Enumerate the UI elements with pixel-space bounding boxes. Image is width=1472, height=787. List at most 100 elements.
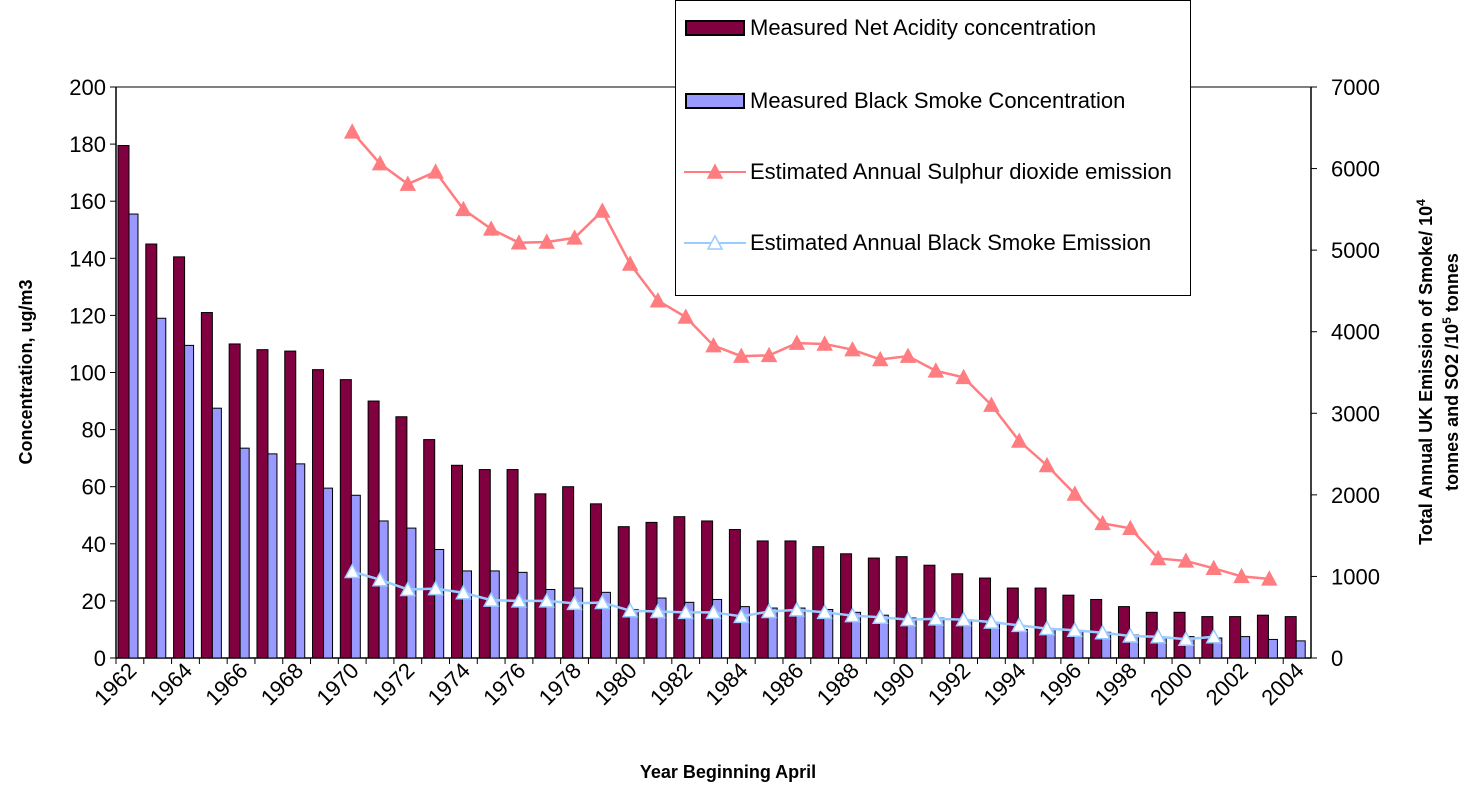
bar xyxy=(656,597,667,659)
y-tick-label: 60 xyxy=(82,475,106,500)
bar xyxy=(1284,616,1297,659)
marker xyxy=(399,175,417,191)
bar xyxy=(979,577,992,659)
x-tick-label: 1996 xyxy=(1034,658,1086,710)
marker xyxy=(899,611,917,627)
bar xyxy=(1240,636,1251,659)
bar xyxy=(812,546,825,659)
bar xyxy=(1229,616,1242,659)
bar xyxy=(1184,636,1195,659)
marker xyxy=(1038,620,1056,636)
marker xyxy=(427,580,444,596)
x-tick-label: 1974 xyxy=(423,658,475,710)
bar xyxy=(617,526,630,659)
bar xyxy=(867,557,880,659)
marker xyxy=(343,562,361,579)
x-tick-label: 1980 xyxy=(589,658,641,710)
bar xyxy=(534,493,547,659)
bar xyxy=(239,447,250,659)
title-text: tonnes and SO2 /10 xyxy=(1442,324,1462,491)
marker xyxy=(677,603,694,620)
bar xyxy=(117,145,130,659)
bar xyxy=(211,407,222,659)
bar xyxy=(478,469,491,659)
bar xyxy=(1034,587,1047,659)
marker xyxy=(677,308,694,324)
bar xyxy=(450,464,463,659)
x-tick-label: 1966 xyxy=(200,658,252,710)
y2-tick-label: 5000 xyxy=(1331,238,1380,263)
marker xyxy=(649,292,667,308)
marker xyxy=(705,603,722,620)
marker xyxy=(927,610,945,626)
bar xyxy=(990,623,1001,659)
bar xyxy=(434,549,445,659)
marker xyxy=(1122,627,1139,643)
marker xyxy=(566,594,583,611)
marker xyxy=(844,607,861,623)
bar xyxy=(1017,628,1028,659)
legend-swatch xyxy=(684,163,746,179)
bar xyxy=(461,570,472,659)
marker xyxy=(871,350,889,367)
marker xyxy=(705,336,722,353)
bar xyxy=(506,469,519,659)
marker xyxy=(955,611,972,627)
superscript: 5 xyxy=(1440,317,1454,324)
marker xyxy=(649,602,667,619)
marker xyxy=(927,362,945,378)
legend-entry: Estimated Annual Black Smoke Emission xyxy=(684,228,1184,258)
bar xyxy=(756,540,769,659)
bar xyxy=(545,588,556,659)
legend-symbol xyxy=(685,93,745,109)
bar xyxy=(895,556,908,659)
x-tick-label: 1978 xyxy=(534,658,586,710)
bar xyxy=(923,564,936,659)
marker xyxy=(455,200,472,217)
y-tick-label: 160 xyxy=(69,189,106,214)
x-tick-label: 1994 xyxy=(978,658,1030,710)
y-axis-title: Concentration, ug/m3 xyxy=(16,279,36,464)
legend-swatch xyxy=(685,20,745,36)
y-tick-label: 100 xyxy=(69,361,106,386)
marker xyxy=(371,155,389,171)
bar xyxy=(267,453,278,659)
bar xyxy=(228,343,241,659)
marker xyxy=(1094,514,1111,531)
y-tick-label: 180 xyxy=(69,132,106,157)
x-tick-label: 2002 xyxy=(1201,658,1253,710)
bar xyxy=(589,503,602,659)
superscript: 4 xyxy=(1414,199,1428,206)
marker xyxy=(844,341,861,357)
marker xyxy=(1205,559,1222,576)
y-tick-label: 140 xyxy=(69,246,106,271)
legend-label: Estimated Annual Black Smoke Emission xyxy=(750,230,1152,255)
legend-swatch xyxy=(685,93,745,109)
y2-tick-label: 4000 xyxy=(1331,320,1380,345)
marker xyxy=(566,229,583,245)
marker xyxy=(816,603,833,620)
marker xyxy=(1066,621,1084,638)
bar xyxy=(256,349,269,659)
marker xyxy=(371,571,389,587)
y2-tick-label: 3000 xyxy=(1331,401,1380,426)
x-axis-title: Year Beginning April xyxy=(640,762,816,782)
marker xyxy=(955,368,972,385)
legend-entry: Measured Net Acidity concentration xyxy=(684,13,1184,43)
x-tick-label: 2000 xyxy=(1145,658,1197,710)
marker xyxy=(1038,456,1056,473)
bar xyxy=(312,369,325,659)
y2-tick-label: 7000 xyxy=(1331,75,1380,100)
line xyxy=(351,131,1270,581)
x-tick-label: 1976 xyxy=(478,658,530,710)
y-tick-label: 20 xyxy=(82,589,106,614)
bar xyxy=(739,606,750,659)
marker xyxy=(510,592,528,608)
y2-tick-label: 1000 xyxy=(1331,564,1380,589)
x-tick-label: 1998 xyxy=(1090,658,1142,710)
bar xyxy=(673,516,686,659)
bar xyxy=(600,591,611,659)
y-tick-label: 200 xyxy=(69,75,106,100)
marker xyxy=(482,220,500,236)
